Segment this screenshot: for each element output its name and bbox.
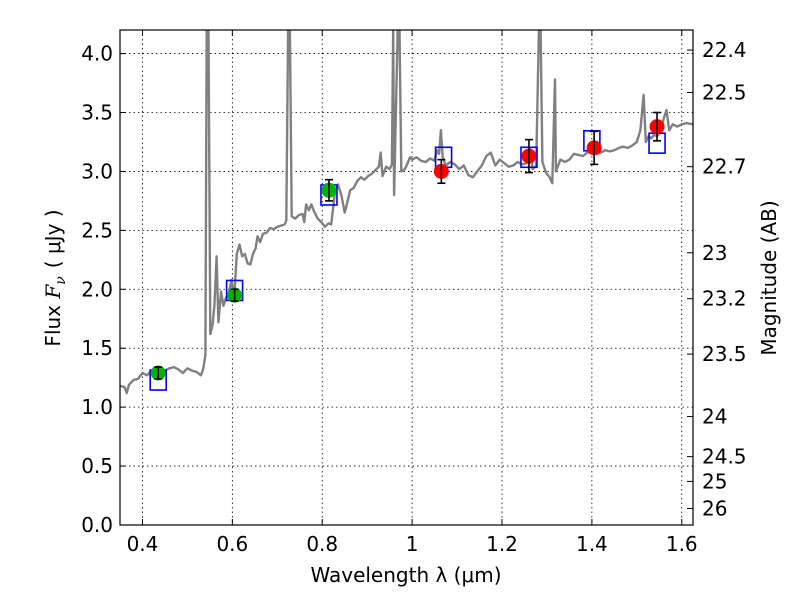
- y-tick-label: 1.5: [81, 336, 113, 360]
- y-axis-title-prefix: Flux: [41, 299, 65, 347]
- y2-tick-label: 24: [702, 405, 727, 429]
- plot-frame: [119, 29, 694, 526]
- y-tick-label: 2.0: [81, 277, 113, 301]
- plot-area: [120, 30, 693, 395]
- x-tick-label: 1.6: [666, 532, 698, 556]
- x-tick-label: 0.8: [306, 532, 338, 556]
- y-tick-label: 2.5: [81, 218, 113, 242]
- y2-tick-label: 26: [702, 497, 727, 521]
- y2-tick-label: 22.4: [702, 38, 747, 62]
- model-spectrum-line: [120, 30, 693, 395]
- y2-tick-label: 23.5: [702, 342, 747, 366]
- x-tick-label: 1.2: [486, 532, 518, 556]
- y-axis-title-unit: ( μJy ): [41, 209, 65, 268]
- y2-tick-label: 23: [702, 241, 727, 265]
- y-tick-label: 0.5: [81, 454, 113, 478]
- y-axis-title: Flux Fν ( μJy ): [41, 209, 69, 346]
- y-axis-title-var: F: [41, 284, 65, 300]
- y-axis-title-sub: ν: [53, 276, 69, 285]
- spectrum-layer: [120, 30, 693, 395]
- y-tick-label: 0.0: [81, 513, 113, 537]
- y-tick-label: 3.0: [81, 159, 113, 183]
- axis-ticks: 0.4 0.6 0.8 1 1.2 1.4 1.6 0.0 0.5 1.0 1.5 2.0 2.5 3.0…: [81, 30, 747, 556]
- y2-tick-label: 24.5: [702, 445, 747, 469]
- x-tick-label: 1: [406, 532, 419, 556]
- y2-tick-label: 22.5: [702, 80, 747, 104]
- y2-tick-label: 25: [702, 469, 727, 493]
- x-tick-label: 0.6: [216, 532, 248, 556]
- y-tick-label: 4.0: [81, 42, 113, 66]
- x-tick-label: 1.4: [576, 532, 608, 556]
- y2-tick-label: 22.7: [702, 155, 747, 179]
- x-tick-label: 0.4: [127, 532, 159, 556]
- x-axis-title: Wavelength λ (μm): [310, 563, 501, 587]
- markers-layer: [149, 111, 666, 391]
- y-tick-label: 1.0: [81, 395, 113, 419]
- y2-tick-label: 23.2: [702, 287, 747, 311]
- y2-axis-title: Magnitude (AB): [757, 200, 781, 355]
- y-tick-label: 3.5: [81, 101, 113, 125]
